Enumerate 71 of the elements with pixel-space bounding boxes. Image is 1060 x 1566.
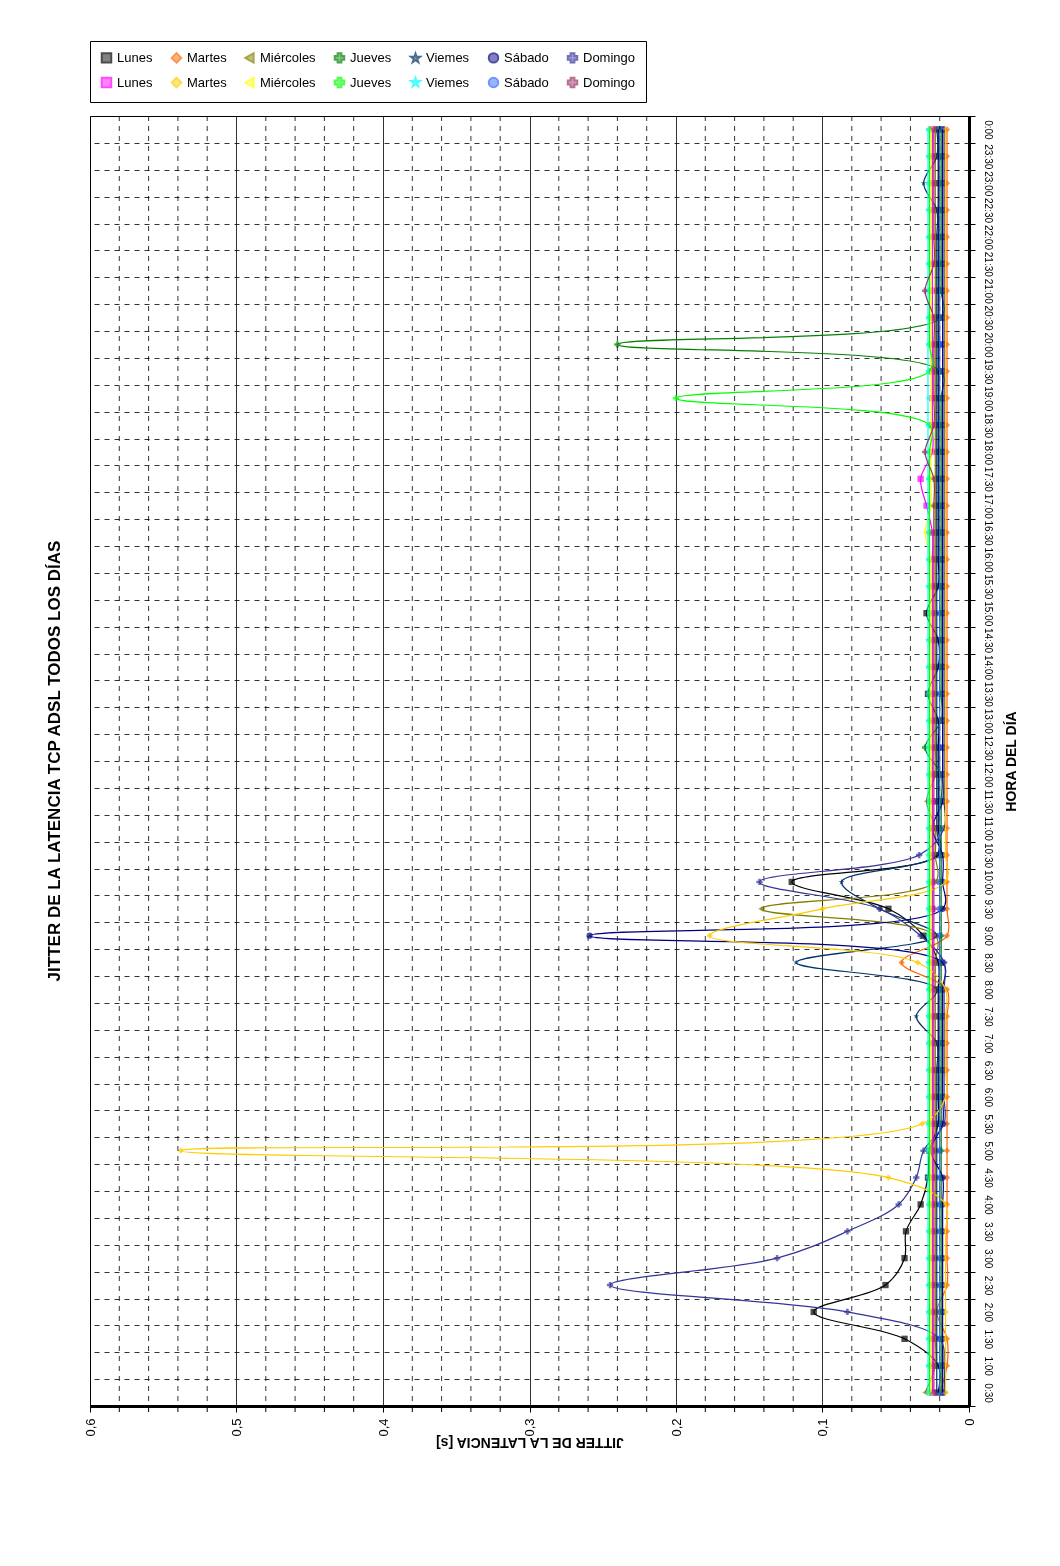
y-tick-label: 7:30 (982, 1007, 994, 1027)
y-tick-label: 4:00 (982, 1195, 994, 1216)
x-tick-label: 0,4 (375, 1418, 391, 1437)
x-tick-label: 0,5 (229, 1418, 244, 1437)
legend-label: Sábado (504, 49, 549, 65)
y-axis-title: HORA DEL DÍA (1002, 711, 1019, 812)
x-tick-label: 0 (961, 1418, 977, 1426)
y-tick-label: 4:30 (982, 1168, 994, 1189)
y-tick-label: 3:00 (982, 1248, 994, 1269)
legend-label: Lunes (117, 74, 153, 90)
y-tick-label: 10:00 (982, 869, 994, 896)
y-tick-label: 0:00 (982, 120, 994, 141)
y-tick-label: 2:00 (982, 1302, 994, 1323)
legend-label: Jueves (350, 74, 392, 90)
y-tick-label: 22:00 (982, 224, 994, 251)
y-tick-label: 5:30 (982, 1114, 994, 1135)
y-tick-label: 20:30 (982, 305, 994, 332)
legend-label: Domingo (583, 49, 636, 65)
legend-label: Miércoles (260, 74, 317, 90)
y-tick-label: 21:30 (982, 251, 994, 278)
y-tick-label: 13:00 (982, 708, 994, 735)
y-tick-label: 1:00 (982, 1356, 994, 1377)
y-tick-label: 21:00 (982, 278, 994, 305)
y-tick-label: 3:30 (982, 1222, 994, 1242)
y-tick-label: 12:30 (982, 735, 994, 762)
legend-label: Sábado (504, 74, 549, 90)
y-tick-label: 2:30 (982, 1275, 994, 1296)
y-tick-label: 9:00 (982, 926, 994, 947)
y-tick-label: 18:30 (982, 413, 994, 439)
y-tick-label: 10:30 (982, 843, 994, 869)
x-tick-label: 0,2 (668, 1418, 684, 1437)
y-tick-label: 1:30 (982, 1329, 994, 1350)
y-tick-label: 0:30 (982, 1383, 994, 1404)
y-tick-label: 5:00 (982, 1141, 994, 1162)
y-tick-label: 6:00 (982, 1087, 994, 1108)
y-tick-label: 15:30 (982, 574, 994, 600)
y-tick-label: 19:00 (982, 386, 994, 412)
text: JITTER DE LA LATENCIA TCP ADSL TODOS LOS DÍAS (45, 540, 64, 982)
y-tick-label: 18:00 (982, 439, 994, 466)
y-tick-label: 11:00 (982, 816, 994, 842)
y-tick-label: 23:00 (982, 171, 994, 197)
legend-label: Lunes (117, 49, 153, 65)
legend-label: Domingo (583, 74, 636, 90)
y-tick-label: 6:30 (982, 1060, 994, 1081)
y-tick-label: 23:30 (982, 144, 994, 170)
legend-label: Miércoles (260, 49, 317, 65)
y-tick-label: 22:30 (982, 198, 994, 224)
legend-label: Martes (187, 49, 228, 65)
x-tick-label: 0,1 (815, 1418, 830, 1437)
y-tick-label: 14:00 (982, 654, 994, 681)
legend-label: Viemes (426, 50, 470, 66)
legend-label: Viemes (426, 74, 470, 90)
y-tick-label: 17:00 (982, 493, 994, 520)
y-tick-label: 7:00 (982, 1033, 994, 1054)
y-tick-label: 14:30 (982, 628, 994, 654)
y-tick-label: 12:00 (982, 762, 994, 788)
x-tick-label: 0,3 (522, 1418, 537, 1437)
y-tick-label: 8:30 (982, 953, 994, 974)
y-tick-label: 9:30 (982, 899, 994, 920)
y-tick-label: 16:00 (982, 547, 994, 573)
legend-label: Martes (187, 74, 228, 90)
y-tick-label: 13:30 (982, 681, 994, 708)
y-tick-label: 8:00 (982, 980, 994, 1001)
y-tick-label: 11:30 (982, 789, 994, 815)
y-tick-label: 16:30 (982, 520, 994, 547)
y-tick-label: 20:00 (982, 332, 994, 358)
y-tick-label: 15:00 (982, 601, 994, 627)
legend-label: Jueves (350, 49, 392, 65)
y-tick-label: 19:30 (982, 359, 994, 385)
y-tick-label: 17:30 (982, 466, 994, 493)
x-tick-label: 0,6 (82, 1418, 98, 1437)
